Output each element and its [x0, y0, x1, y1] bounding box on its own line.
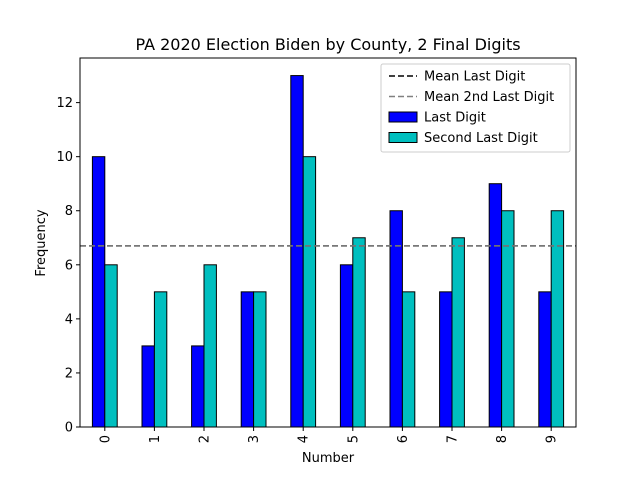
bar-last-digit-8: [488, 183, 503, 428]
y-tick-label: 12: [56, 96, 73, 111]
bar-second-last-digit-3: [253, 291, 267, 428]
chart-title: PA 2020 Election Biden by County, 2 Fina…: [135, 35, 520, 54]
x-axis-label: Number: [302, 451, 355, 466]
legend: Mean Last Digit Mean 2nd Last Digit Last D…: [380, 63, 571, 153]
bar-last-digit-3: [240, 291, 255, 428]
x-tick-label: 5: [346, 435, 361, 443]
y-tick-label: 4: [65, 312, 73, 327]
bar-last-digit-7: [439, 291, 453, 428]
bar-second-last-digit-7: [451, 237, 465, 428]
legend-label-second-last-digit: Second Last Digit: [424, 131, 538, 146]
legend-swatch-last-digit: [388, 111, 418, 123]
x-tick-label: 3: [247, 435, 262, 443]
bar-last-digit-0: [91, 156, 106, 428]
x-tick-label: 7: [446, 435, 461, 443]
y-tick-label: 6: [65, 258, 73, 273]
x-tick-label: 8: [495, 435, 510, 443]
legend-label-last-digit: Last Digit: [424, 111, 486, 126]
bar-second-last-digit-4: [302, 156, 317, 428]
bar-last-digit-5: [339, 264, 354, 428]
bar-last-digit-2: [191, 345, 205, 428]
y-tick-label: 8: [65, 204, 73, 219]
bar-last-digit-4: [290, 75, 304, 428]
x-tick-label: 9: [545, 435, 560, 443]
y-tick-label: 10: [56, 150, 73, 165]
bar-second-last-digit-8: [501, 210, 515, 428]
bar-second-last-digit-2: [203, 264, 217, 428]
bar-last-digit-6: [389, 210, 403, 428]
x-tick-label: 4: [297, 435, 312, 443]
bar-second-last-digit-1: [153, 291, 168, 428]
legend-label-mean-second-last-digit: Mean 2nd Last Digit: [424, 90, 554, 105]
y-axis-label: Frequency: [34, 209, 49, 276]
legend-swatch-second-last-digit: [388, 132, 418, 143]
bar-last-digit-9: [538, 291, 552, 428]
x-tick-label: 0: [98, 435, 113, 443]
y-tick-label: 0: [65, 421, 73, 436]
bar-second-last-digit-0: [104, 264, 118, 428]
x-tick-label: 1: [148, 435, 163, 443]
x-tick-label: 2: [198, 435, 213, 443]
bar-second-last-digit-6: [401, 291, 416, 428]
x-tick-label: 6: [396, 435, 411, 443]
axes-frame: [79, 57, 577, 428]
legend-box: [380, 63, 571, 153]
bar-second-last-digit-9: [550, 210, 565, 428]
bar-second-last-digit-5: [352, 237, 366, 428]
legend-label-mean-last-digit: Mean Last Digit: [424, 70, 525, 85]
bar-last-digit-1: [141, 345, 155, 428]
y-tick-label: 2: [65, 366, 73, 381]
